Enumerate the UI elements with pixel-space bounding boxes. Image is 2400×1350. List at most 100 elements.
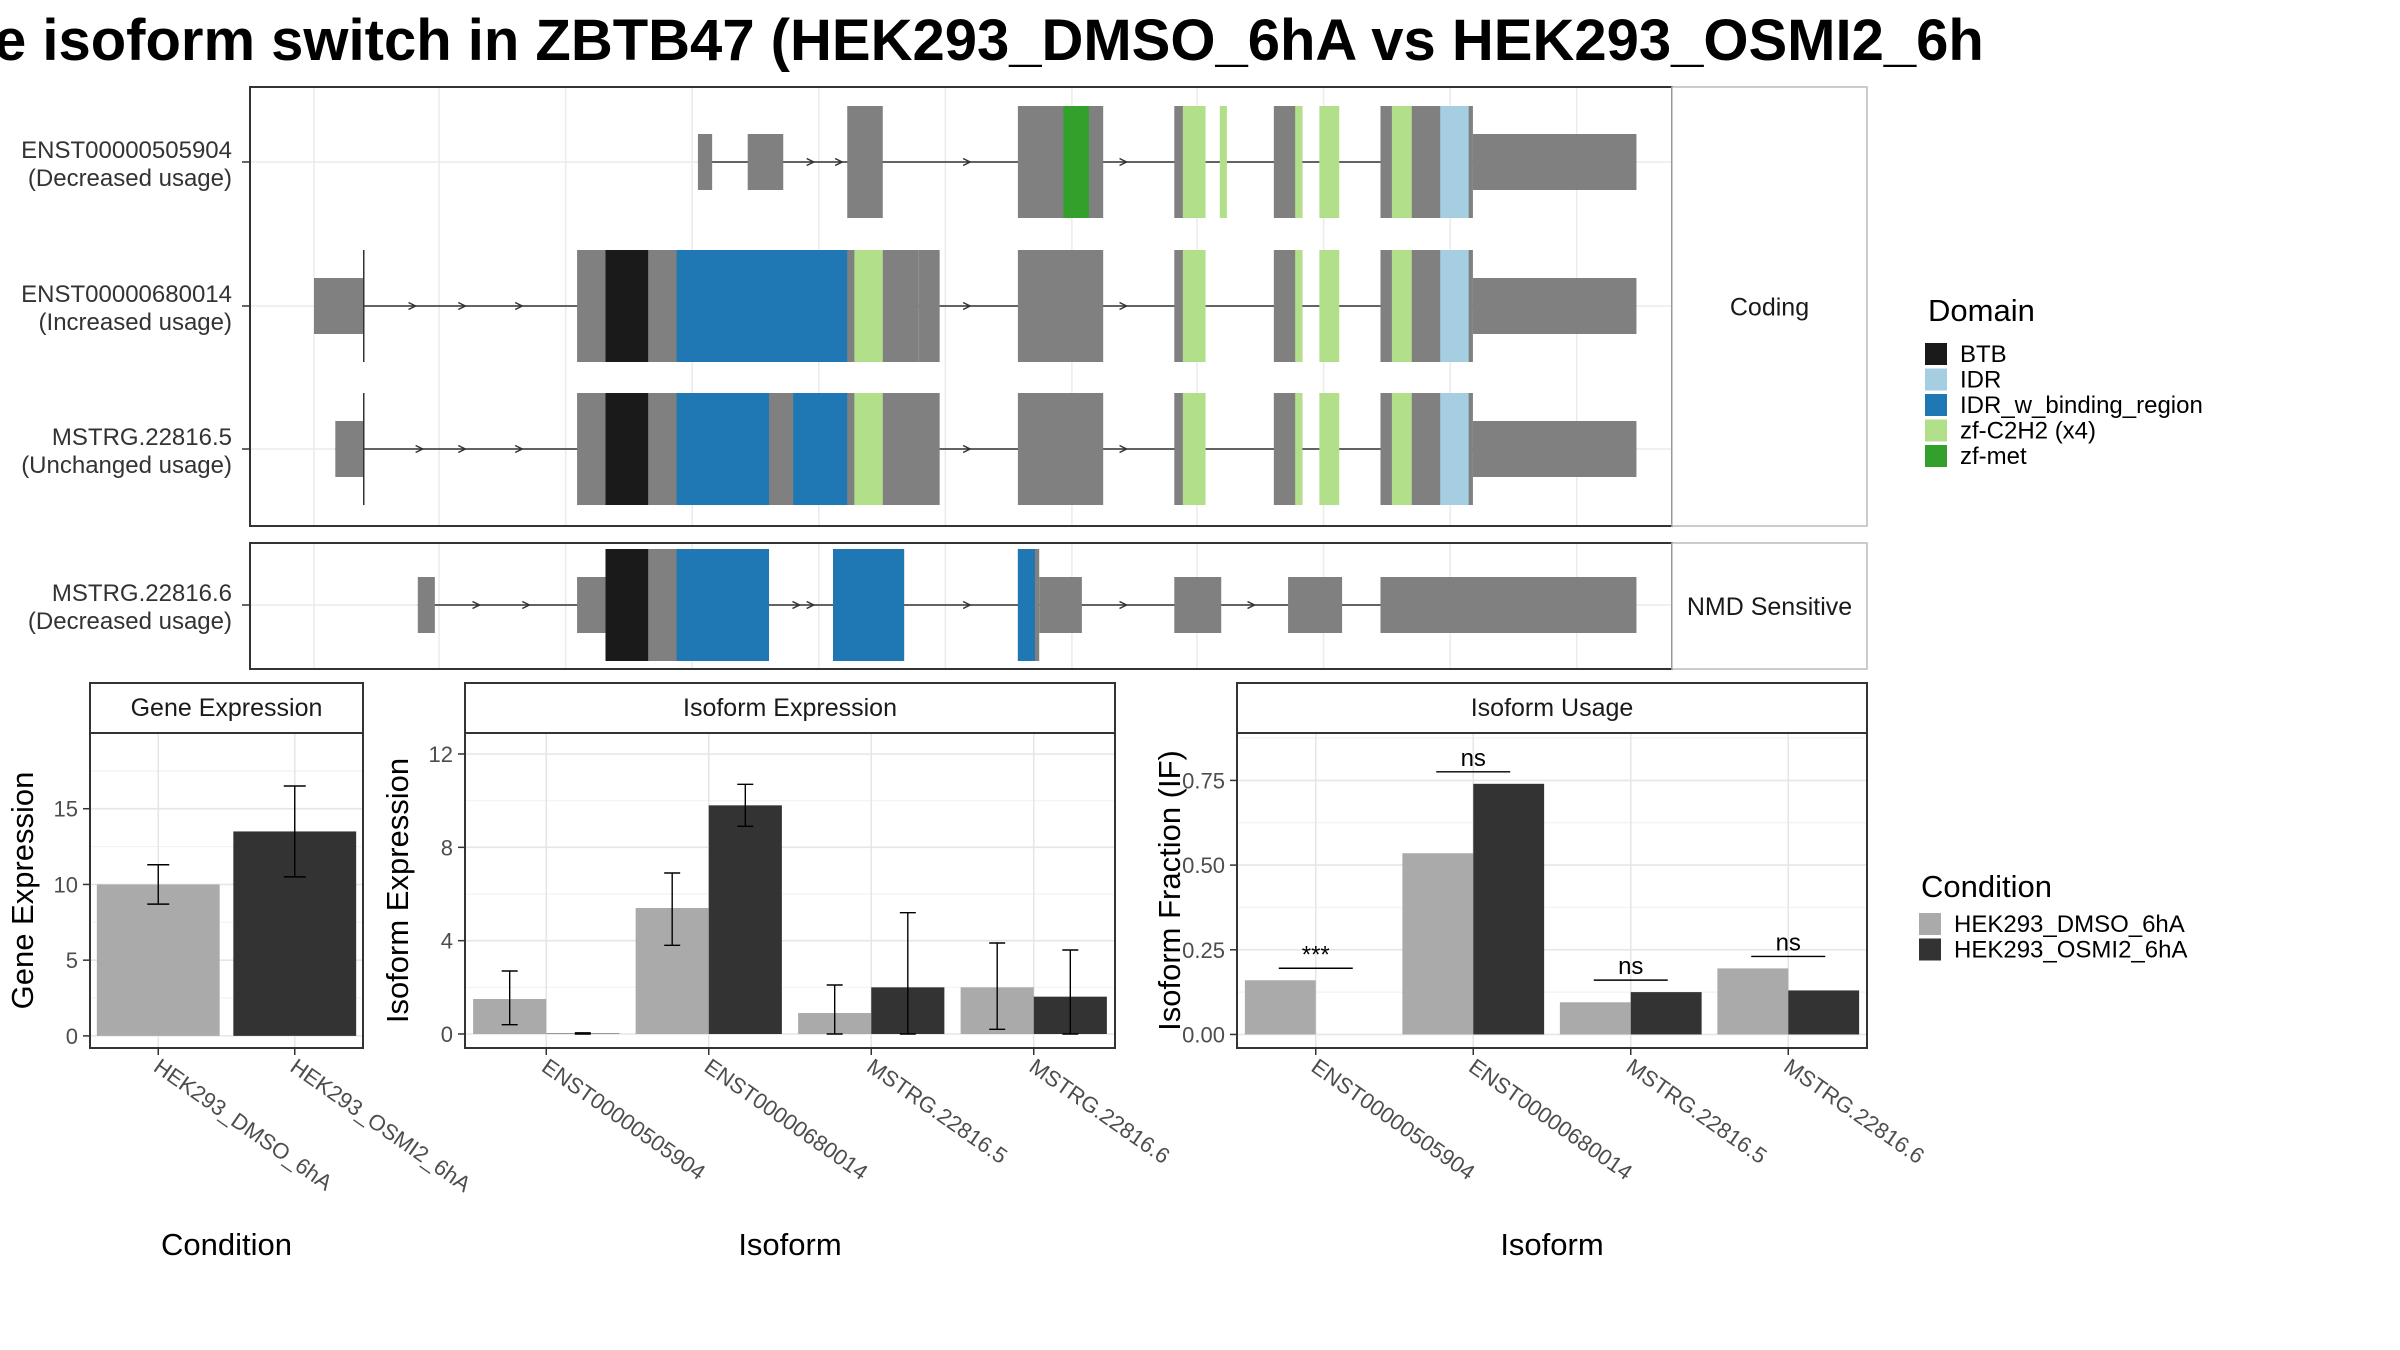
y-tick-label: 5: [66, 948, 78, 973]
intron-arrow: [834, 157, 844, 167]
legend-key: [1925, 343, 1947, 365]
domain-zf-c2h2-x4-: [1391, 250, 1412, 362]
domain-zf-c2h2-x4-: [1295, 393, 1303, 505]
chart-isoform-usage: *** ns ns ns Isoform Usage 0.00 0.25 0.50 0.75 EN…: [1152, 682, 1929, 1262]
domain-zf-c2h2-x4-: [1319, 250, 1340, 362]
legend-label: zf-met: [1960, 443, 2027, 470]
legend-key: [1925, 394, 1947, 416]
x-tick-label: ENST00000680014: [1464, 1054, 1637, 1185]
intron-arrow: [962, 600, 972, 610]
y-tick-label: 0: [441, 1022, 453, 1047]
domain-legend-title: Domain: [1928, 293, 2035, 328]
intron-arrow: [472, 600, 482, 610]
domain-zf-c2h2-x4-: [1182, 106, 1206, 218]
exon: [1288, 577, 1343, 633]
domain-zf-c2h2-x4-: [1391, 393, 1412, 505]
transcript-id-label: ENST00000680014: [21, 281, 232, 308]
transcript-usage-label: (Unchanged usage): [21, 452, 232, 479]
panel-strip-label: Gene Expression: [131, 694, 323, 722]
y-tick-label: 0.00: [1182, 1022, 1225, 1047]
domain-legend: Domain BTBIDRIDR_w_binding_regionzf-C2H2…: [1925, 293, 2203, 470]
exon: [697, 134, 713, 190]
intron-arrow: [792, 600, 802, 610]
bar: [1473, 783, 1545, 1035]
bar: [1717, 968, 1789, 1035]
y-tick-label: 4: [441, 929, 453, 954]
domain-idr-w-binding-region: [1017, 549, 1035, 661]
intron-arrow: [806, 600, 816, 610]
domain-idr-w-binding-region: [833, 549, 905, 661]
exon: [747, 134, 784, 190]
x-tick-label: MSTRG.22816.5: [862, 1054, 1012, 1169]
legend-key: [1919, 913, 1941, 935]
domain-idr: [1440, 106, 1469, 218]
domain-zf-c2h2-x4-: [1182, 393, 1206, 505]
intron-arrow: [408, 301, 418, 311]
exon: [1017, 106, 1104, 218]
panel-strip: [464, 682, 1116, 734]
domain-idr: [1440, 393, 1469, 505]
intron-arrow: [806, 157, 816, 167]
transcript-MSTRG.22816.5: [335, 393, 1637, 505]
exon: [1017, 250, 1104, 362]
y-tick-label: 0: [66, 1024, 78, 1049]
intron-arrow: [514, 301, 524, 311]
exon: [1039, 577, 1082, 633]
intron-arrow: [457, 301, 467, 311]
intron-arrow: [514, 444, 524, 454]
transcript-MSTRG.22816.6: [417, 549, 1637, 661]
intron-arrow: [521, 600, 531, 610]
transcript-usage-label: (Increased usage): [39, 309, 232, 336]
bar: [1402, 853, 1474, 1035]
x-tick-label: MSTRG.22816.5: [1622, 1054, 1772, 1169]
domain-btb: [605, 549, 649, 661]
exon: [918, 250, 940, 362]
legend-label: HEK293_DMSO_6hA: [1954, 911, 2185, 938]
legend-key: [1925, 445, 1947, 467]
exon: [313, 278, 364, 334]
transcript-ENST00000505904: [697, 106, 1637, 218]
exon: [1472, 278, 1637, 334]
x-tick-label: ENST00000680014: [700, 1054, 873, 1185]
transcript-ENST00000680014: [313, 250, 1637, 362]
legend-label: IDR: [1960, 367, 2001, 394]
bar: [1630, 992, 1702, 1035]
facet-strip: [1671, 542, 1868, 670]
domain-zf-c2h2-x4-: [1219, 106, 1227, 218]
transcript-id-label: MSTRG.22816.6: [52, 580, 232, 607]
y-tick-label: 0.25: [1182, 938, 1225, 963]
legend-label: zf-C2H2 (x4): [1960, 418, 2096, 445]
transcript-structure-panel: Coding ENST00000505904 (Decreased usage) EN…: [21, 86, 1868, 670]
transcript-usage-label: (Decreased usage): [28, 608, 232, 635]
legend-key: [1925, 419, 1947, 442]
transcript-id-label: ENST00000505904: [21, 137, 232, 164]
domain-zf-c2h2-x4-: [1319, 106, 1340, 218]
exon: [1174, 577, 1222, 633]
bar: [708, 805, 782, 1034]
significance-label: ns: [1776, 929, 1801, 956]
transcript-id-label: MSTRG.22816.5: [52, 424, 232, 451]
exon: [335, 421, 364, 477]
panel-strip: [1236, 682, 1868, 734]
bar: [1788, 990, 1860, 1035]
intron-arrow: [1119, 301, 1129, 311]
x-axis-title: Isoform: [738, 1227, 841, 1262]
chart-isoform-expression: Isoform Expression 0 4 8 12 ENST00000505904EN…: [380, 682, 1174, 1262]
y-tick-label: 15: [54, 797, 78, 822]
facet-strip: [1671, 86, 1868, 527]
panel-strip-label: Isoform Usage: [1471, 694, 1634, 722]
domain-idr-w-binding-region: [676, 549, 770, 661]
domain-btb: [605, 393, 649, 505]
condition-legend: Condition HEK293_DMSO_6hAHEK293_OSMI2_6h…: [1919, 869, 2187, 964]
domain-idr: [1440, 250, 1469, 362]
y-axis-title: Isoform Fraction (IF): [1152, 750, 1187, 1031]
domain-zf-c2h2-x4-: [1391, 106, 1412, 218]
bar: [1244, 980, 1316, 1035]
legend-label: IDR_w_binding_region: [1960, 392, 2203, 419]
significance-label: ns: [1618, 953, 1643, 980]
legend-key: [1919, 938, 1941, 961]
structure-facet: Coding: [249, 86, 1868, 527]
exon: [847, 106, 883, 218]
domain-btb: [605, 250, 649, 362]
